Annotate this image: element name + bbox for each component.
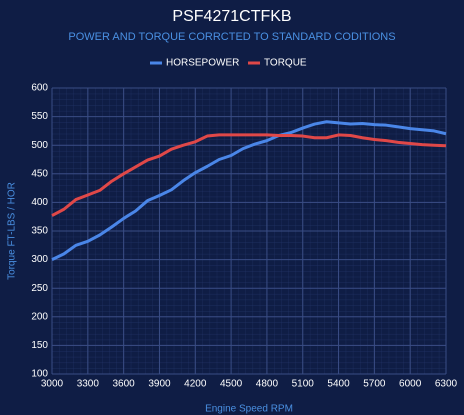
x-axis-label: Engine Speed RPM [205, 404, 293, 415]
x-tick-label: 4200 [184, 379, 207, 390]
y-tick-label: 600 [31, 83, 48, 94]
y-tick-label: 350 [31, 226, 48, 237]
legend-label: TORQUE [264, 58, 307, 69]
series-line [51, 120, 447, 261]
x-tick-label: 3600 [113, 379, 136, 390]
x-tick-label: 5100 [292, 379, 315, 390]
legend-label: HORSEPOWER [166, 58, 239, 69]
x-tick-label: 3900 [148, 379, 171, 390]
y-tick-label: 300 [31, 254, 48, 265]
x-tick-label: 4500 [220, 379, 243, 390]
x-tick-label: 4800 [256, 379, 279, 390]
x-tick-label: 5400 [327, 379, 350, 390]
y-tick-label: 550 [31, 111, 48, 122]
y-tick-label: 150 [31, 340, 48, 351]
chart-subtitle: POWER AND TORQUE CORRCTED TO STANDARD CO… [68, 31, 395, 43]
x-tick-label: 5700 [363, 379, 386, 390]
y-tick-label: 500 [31, 140, 48, 151]
series-line [51, 133, 447, 217]
x-tick-label: 6000 [399, 379, 422, 390]
x-tick-label: 3000 [41, 379, 64, 390]
x-tick-label: 3300 [77, 379, 100, 390]
y-tick-label: 250 [31, 283, 48, 294]
chart-title: PSF4271CTFKB [172, 8, 291, 25]
y-tick-label: 200 [31, 311, 48, 322]
y-tick-label: 450 [31, 168, 48, 179]
y-tick-label: 400 [31, 197, 48, 208]
y-tick-label: 100 [31, 369, 48, 380]
y-axis-label: Torque FT-LBS / HOR [7, 182, 18, 280]
x-tick-label: 6300 [435, 379, 458, 390]
